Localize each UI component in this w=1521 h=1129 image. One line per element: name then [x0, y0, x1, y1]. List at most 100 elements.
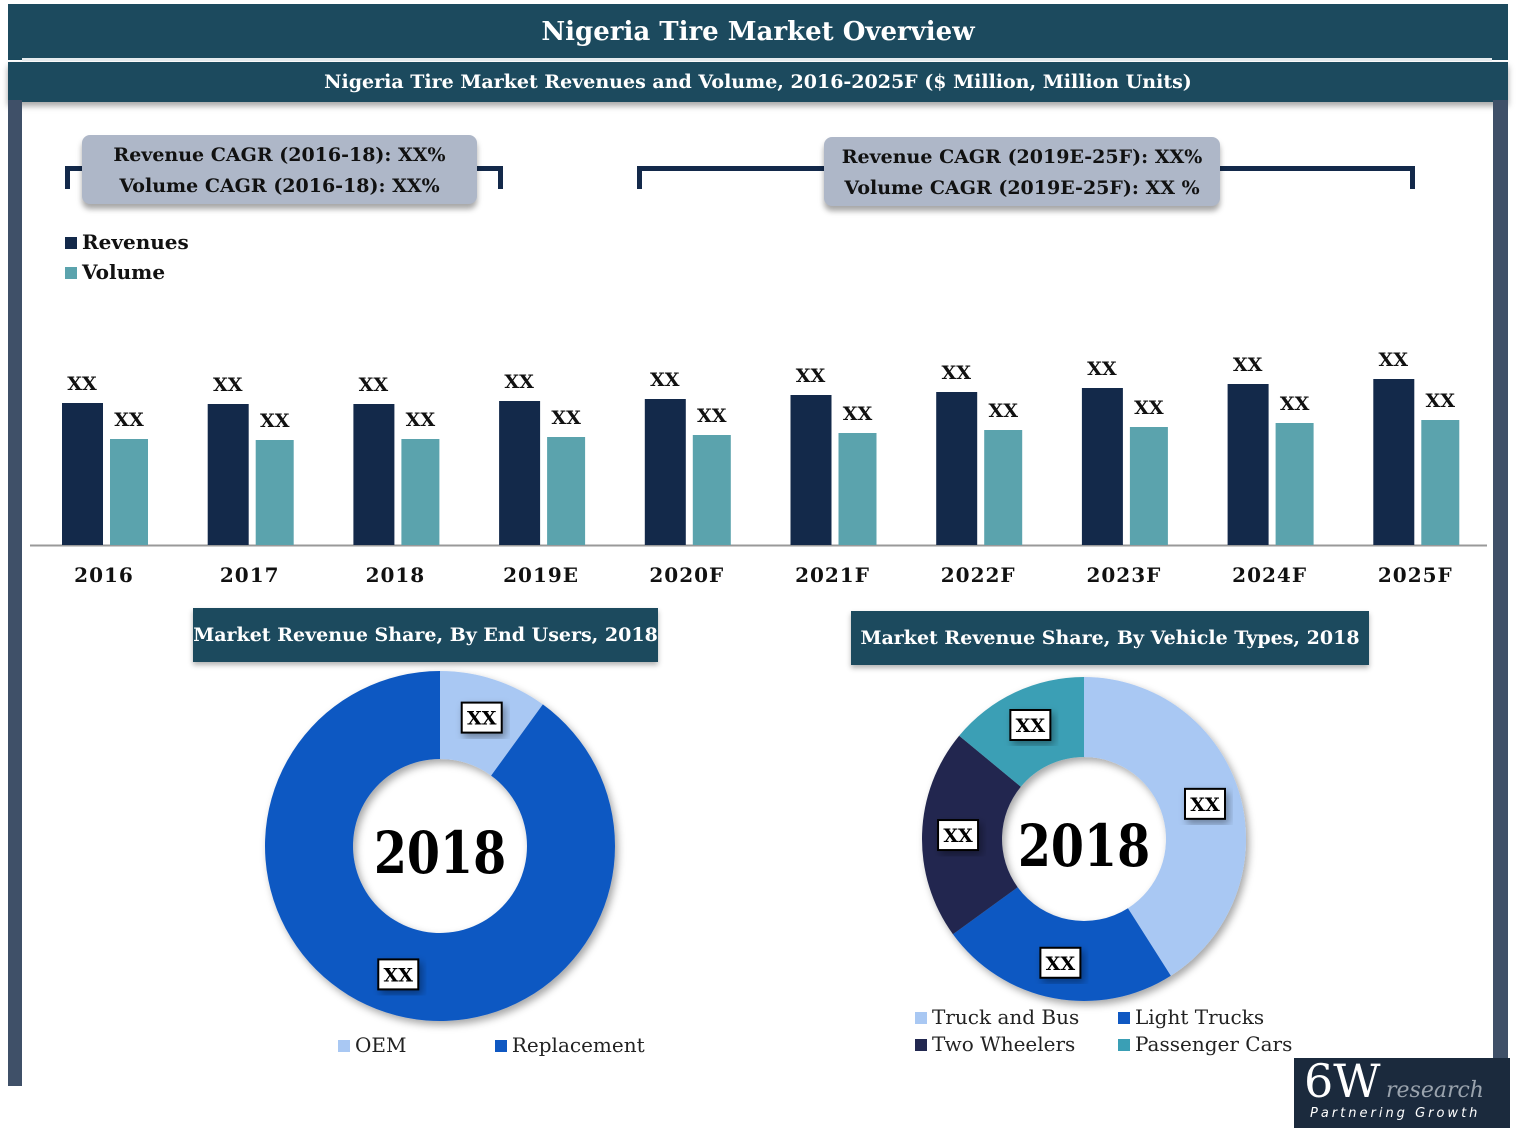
legend-label-passenger-cars: Passenger Cars — [1135, 1032, 1293, 1056]
slice-data-label: XX — [467, 708, 497, 730]
legend-label: Volume — [82, 260, 166, 284]
data-label-revenues: XX — [650, 369, 680, 391]
bar-revenues-2024F — [1227, 384, 1269, 545]
bar-volume-2022F — [984, 430, 1023, 545]
donut-center-label: 2018 — [374, 818, 506, 887]
revenue-cagr-text: Revenue CAGR (2016-18): XX% — [113, 144, 446, 166]
data-label-revenues: XX — [67, 373, 97, 395]
data-label-revenues: XX — [213, 374, 243, 396]
bar-revenues-2018 — [353, 404, 395, 545]
data-label-revenues: XX — [1087, 358, 1117, 380]
data-label-volume: XX — [697, 405, 727, 427]
volume-cagr-text: Volume CAGR (2016-18): XX% — [119, 175, 440, 197]
bar-volume-2025F — [1421, 420, 1460, 545]
bar-revenues-2016 — [62, 403, 103, 545]
legend-swatch — [338, 1040, 350, 1052]
slice-label-box — [460, 701, 503, 734]
donut-center-label: 2018 — [1018, 811, 1150, 880]
logo-sub: research — [1386, 1078, 1484, 1103]
data-label-volume: XX — [114, 409, 144, 431]
data-label-volume: XX — [988, 400, 1018, 422]
x-tick-label: 2023F — [1086, 563, 1161, 587]
legend-swatch — [1118, 1039, 1130, 1051]
data-label-volume: XX — [260, 410, 290, 432]
bar-volume-2021F — [838, 433, 877, 545]
x-tick-label: 2016 — [74, 563, 134, 587]
pie-title-vehicle-types: Market Revenue Share, By Vehicle Types, … — [851, 611, 1369, 665]
bar-revenues-2019E — [499, 401, 541, 545]
slice-truck-and-bus — [1084, 677, 1246, 976]
cagr-box-left: Revenue CAGR (2016-18): XX% Volume CAGR … — [82, 135, 477, 204]
legend-item-volume: Volume — [65, 260, 189, 284]
bar-revenues-2025F — [1373, 379, 1415, 545]
x-tick-label: 2024F — [1232, 563, 1307, 587]
bar-revenues-2023F — [1081, 388, 1123, 545]
bar-revenues-2020F — [644, 399, 686, 545]
data-label-revenues: XX — [1379, 349, 1409, 371]
data-label-revenues: XX — [796, 365, 826, 387]
slice-replacement — [265, 671, 615, 1021]
data-label-revenues: XX — [504, 371, 534, 393]
legend-swatch — [65, 237, 77, 249]
x-tick-label: 2022F — [941, 563, 1016, 587]
x-tick-label: 2018 — [366, 563, 426, 587]
legend-label-truck-bus: Truck and Bus — [932, 1005, 1080, 1029]
legend-label-light-trucks: Light Trucks — [1135, 1005, 1265, 1029]
x-tick-label: 2025F — [1378, 563, 1453, 587]
x-tick-label: 2021F — [795, 563, 870, 587]
bar-volume-2024F — [1275, 423, 1314, 545]
slice-label-box — [1183, 787, 1226, 820]
bar-volume-2018 — [401, 439, 440, 545]
legend-label: Revenues — [82, 230, 189, 254]
bar-volume-2020F — [692, 435, 731, 545]
pie1-legend: OEM Replacement — [338, 1033, 645, 1057]
revenue-cagr-text: Revenue CAGR (2019E-25F): XX% — [841, 146, 1203, 168]
data-label-volume: XX — [551, 407, 581, 429]
right-frame-strip — [1493, 100, 1508, 1058]
x-tick-label: 2020F — [649, 563, 724, 587]
x-tick-label: 2017 — [220, 563, 280, 587]
legend-swatch — [1118, 1012, 1130, 1024]
data-label-volume: XX — [1426, 390, 1456, 412]
legend-swatch — [494, 1040, 507, 1052]
pie-title-end-users: Market Revenue Share, By End Users, 2018 — [193, 608, 658, 662]
data-label-revenues: XX — [941, 362, 971, 384]
slice-data-label: XX — [1046, 953, 1076, 975]
legend-label-two-wheelers: Two Wheelers — [932, 1032, 1076, 1056]
slice-light-trucks — [952, 887, 1171, 1001]
logo-main: 6W — [1304, 1054, 1381, 1108]
x-tick-label: 2019E — [503, 563, 579, 587]
legend-label-oem: OEM — [355, 1033, 407, 1057]
slice-data-label: XX — [1016, 715, 1046, 737]
bar-revenues-2022F — [936, 392, 978, 545]
slice-label-box — [1039, 946, 1082, 979]
bar-legend: Revenues Volume — [65, 230, 189, 284]
bar-volume-2019E — [547, 437, 586, 545]
bar-volume-2023F — [1129, 427, 1168, 545]
legend-swatch — [915, 1039, 927, 1051]
bar-volume-2016 — [110, 439, 148, 545]
logo-tagline: Partnering Growth — [1310, 1106, 1481, 1121]
company-logo: 6W research Partnering Growth — [1294, 1054, 1510, 1128]
legend-label-replacement: Replacement — [511, 1033, 645, 1057]
pie2-legend: Truck and Bus Light Trucks Two Wheelers Pa… — [915, 1004, 1292, 1058]
bar-revenues-2017 — [207, 404, 249, 545]
slice-data-label: XX — [943, 825, 973, 847]
left-frame-strip — [8, 100, 22, 1086]
bar-chart: XX XX 2016 XX XX 2017 XX XX 2018 XX XX 2019E XX XX 202… — [30, 349, 1487, 587]
data-label-revenues: XX — [359, 374, 389, 396]
chart-subtitle: Nigeria Tire Market Revenues and Volume,… — [8, 62, 1508, 102]
data-label-volume: XX — [1134, 397, 1164, 419]
bar-revenues-2021F — [790, 395, 832, 545]
data-label-revenues: XX — [1233, 354, 1263, 376]
legend-item-revenues: Revenues — [65, 230, 189, 254]
data-label-volume: XX — [843, 403, 873, 425]
legend-swatch — [915, 1012, 927, 1024]
slice-label-box — [937, 819, 980, 852]
cagr-box-right: Revenue CAGR (2019E-25F): XX% Volume CAG… — [824, 137, 1220, 206]
volume-cagr-text: Volume CAGR (2019E-25F): XX % — [844, 177, 1200, 199]
slice-label-box — [377, 958, 420, 991]
bar-volume-2017 — [255, 440, 294, 545]
